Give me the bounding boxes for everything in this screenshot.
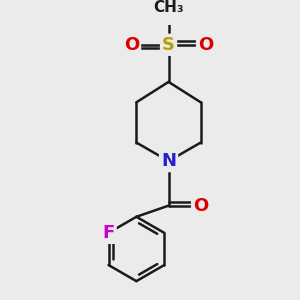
Text: F: F	[102, 224, 115, 242]
Text: CH₃: CH₃	[153, 0, 184, 15]
Text: S: S	[162, 36, 175, 54]
Text: O: O	[198, 36, 213, 54]
Text: O: O	[193, 196, 208, 214]
Text: O: O	[124, 36, 139, 54]
Text: N: N	[161, 152, 176, 170]
